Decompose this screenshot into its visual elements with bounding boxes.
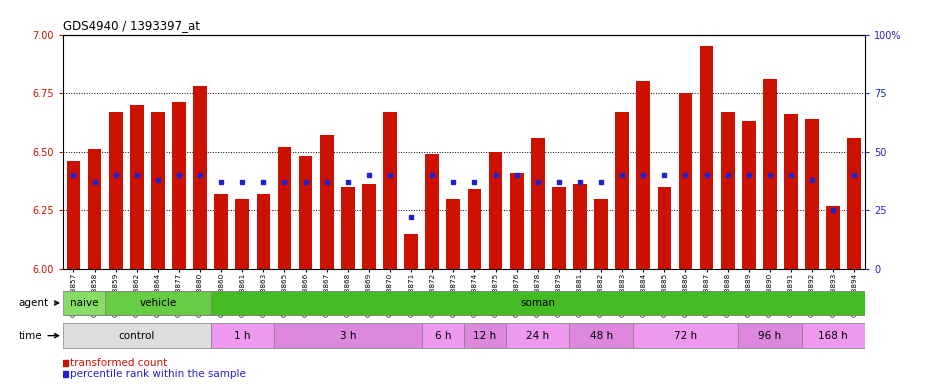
Bar	[404, 233, 418, 269]
Text: 96 h: 96 h	[758, 331, 782, 341]
Text: 1 h: 1 h	[234, 331, 251, 341]
Bar	[552, 187, 566, 269]
Bar	[594, 199, 608, 269]
Text: 24 h: 24 h	[526, 331, 549, 341]
Bar	[615, 112, 629, 269]
Text: 48 h: 48 h	[589, 331, 612, 341]
Text: 12 h: 12 h	[474, 331, 497, 341]
Bar	[67, 161, 80, 269]
Bar	[88, 149, 102, 269]
Bar	[447, 199, 461, 269]
Bar	[742, 121, 756, 269]
Bar	[463, 323, 506, 348]
Bar	[826, 205, 840, 269]
Bar	[299, 156, 313, 269]
Bar	[151, 112, 165, 269]
Bar	[510, 173, 524, 269]
Bar	[679, 93, 692, 269]
Text: agent: agent	[18, 298, 58, 308]
Bar	[341, 187, 354, 269]
Bar	[847, 137, 861, 269]
Bar	[109, 112, 122, 269]
Text: 72 h: 72 h	[674, 331, 697, 341]
Bar	[63, 291, 105, 315]
Bar	[236, 199, 249, 269]
Bar	[763, 79, 777, 269]
Bar	[506, 323, 570, 348]
Text: 168 h: 168 h	[819, 331, 848, 341]
Text: transformed count: transformed count	[69, 358, 166, 368]
Bar	[531, 137, 545, 269]
Bar	[422, 323, 463, 348]
Bar	[633, 323, 738, 348]
Text: percentile rank within the sample: percentile rank within the sample	[69, 369, 245, 379]
Bar	[278, 147, 291, 269]
Bar	[211, 291, 865, 315]
Bar	[383, 112, 397, 269]
Bar	[574, 184, 586, 269]
Bar	[721, 112, 734, 269]
Bar	[738, 323, 802, 348]
Text: naive: naive	[69, 298, 98, 308]
Bar	[172, 103, 186, 269]
Bar	[426, 154, 439, 269]
Text: soman: soman	[520, 298, 555, 308]
Bar	[63, 323, 211, 348]
Bar	[193, 86, 207, 269]
Bar	[215, 194, 228, 269]
Text: vehicle: vehicle	[140, 298, 177, 308]
Bar	[362, 184, 376, 269]
Bar	[105, 291, 211, 315]
Bar	[211, 323, 274, 348]
Bar	[274, 323, 422, 348]
Bar	[658, 187, 672, 269]
Text: time: time	[18, 331, 58, 341]
Bar	[806, 119, 819, 269]
Text: 6 h: 6 h	[435, 331, 451, 341]
Bar	[488, 152, 502, 269]
Bar	[320, 135, 334, 269]
Text: 3 h: 3 h	[339, 331, 356, 341]
Bar	[699, 46, 713, 269]
Bar	[570, 323, 633, 348]
Bar	[636, 81, 650, 269]
Bar	[784, 114, 798, 269]
Bar	[130, 105, 143, 269]
Text: control: control	[118, 331, 155, 341]
Bar	[256, 194, 270, 269]
Text: GDS4940 / 1393397_at: GDS4940 / 1393397_at	[63, 19, 200, 32]
Bar	[802, 323, 865, 348]
Bar	[467, 189, 481, 269]
